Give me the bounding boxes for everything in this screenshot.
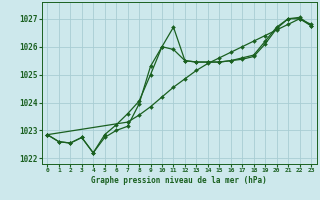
X-axis label: Graphe pression niveau de la mer (hPa): Graphe pression niveau de la mer (hPa) (91, 176, 267, 185)
